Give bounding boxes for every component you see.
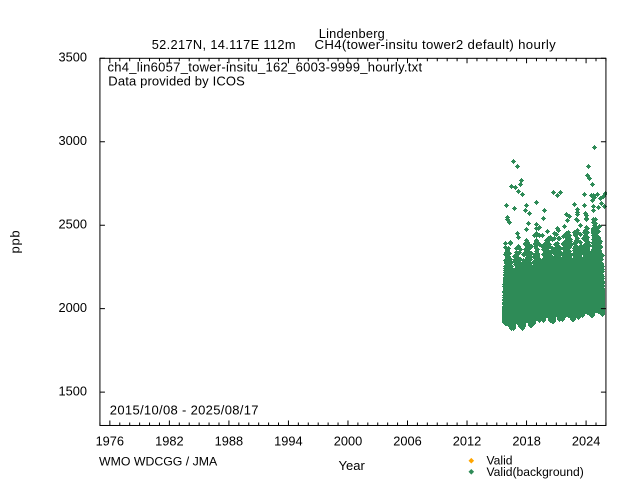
svg-text:2024: 2024: [572, 434, 600, 449]
svg-text:2000: 2000: [59, 300, 87, 315]
svg-text:1988: 1988: [215, 434, 243, 449]
svg-text:CH4(tower-insitu tower2 defaul: CH4(tower-insitu tower2 default) hourly: [315, 37, 557, 52]
svg-text:2006: 2006: [393, 434, 421, 449]
svg-text:1500: 1500: [59, 384, 87, 399]
svg-text:WMO WDCGG / JMA: WMO WDCGG / JMA: [99, 455, 218, 469]
svg-text:3500: 3500: [59, 50, 87, 65]
svg-text:Valid: Valid: [487, 454, 513, 468]
svg-text:Year: Year: [339, 458, 366, 473]
svg-text:3000: 3000: [59, 133, 87, 148]
svg-text:Lindenberg: Lindenberg: [319, 26, 385, 41]
svg-text:Valid(background): Valid(background): [487, 465, 584, 479]
svg-text:2018: 2018: [512, 434, 540, 449]
svg-text:1982: 1982: [155, 434, 183, 449]
svg-text:1994: 1994: [274, 434, 302, 449]
svg-text:Data provided by ICOS: Data provided by ICOS: [108, 73, 245, 88]
svg-text:2015/10/08 - 2025/08/17: 2015/10/08 - 2025/08/17: [110, 403, 259, 418]
svg-text:52.217N, 14.117E 112m: 52.217N, 14.117E 112m: [152, 37, 296, 52]
svg-text:2012: 2012: [453, 434, 481, 449]
svg-text:ppb: ppb: [8, 230, 23, 254]
svg-text:ch4_lin6057_tower-insitu_162_6: ch4_lin6057_tower-insitu_162_6003-9999_h…: [108, 59, 423, 74]
svg-text:1976: 1976: [96, 434, 124, 449]
svg-text:2500: 2500: [59, 217, 87, 232]
svg-text:2000: 2000: [334, 434, 362, 449]
